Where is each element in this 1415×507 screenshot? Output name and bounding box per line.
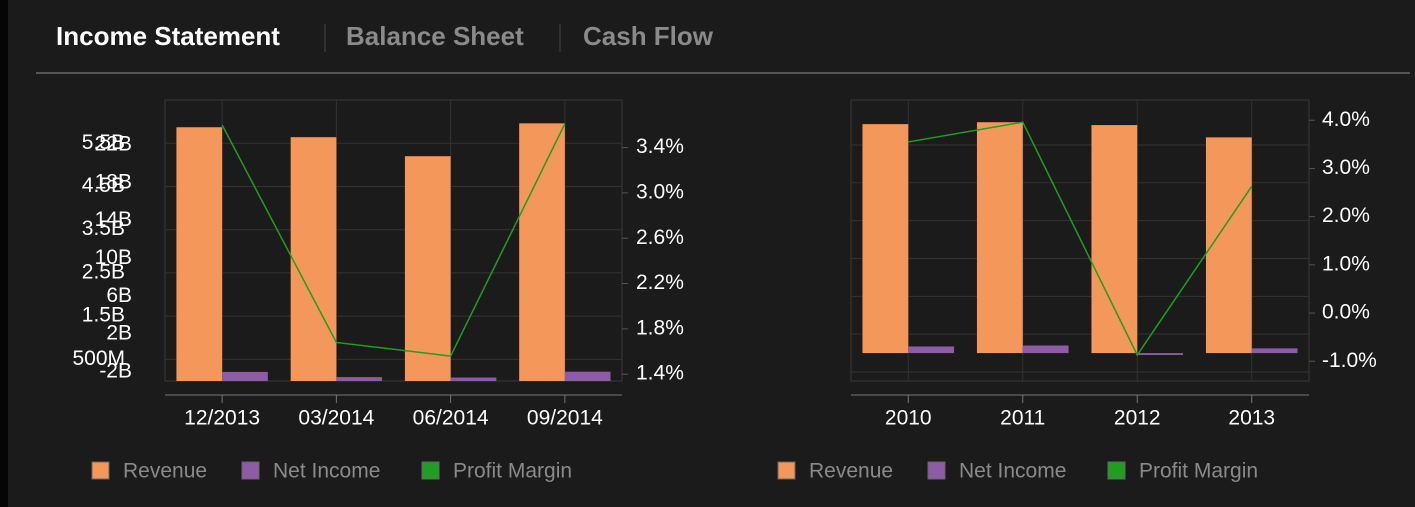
y2-tick-label: -1.0% [1322,349,1377,372]
y-tick-label: 2B [106,322,132,345]
y-tick-label: 18B [95,170,132,193]
y-tick-label: 14B [95,208,132,231]
y2-tick-label: 3.0% [636,180,684,203]
x-tick-label: 2013 [1228,407,1275,430]
y-tick-label: 22B [95,132,132,155]
x-tick-label: 2012 [1114,407,1161,430]
bar [222,371,268,381]
bar [862,124,909,354]
y2-tick-label: 3.0% [1322,156,1370,179]
bar [290,137,337,381]
bar [1205,137,1252,354]
y2-tick-label: 1.4% [636,362,684,385]
line [908,121,1253,357]
bar [564,371,611,381]
bar [1137,353,1184,355]
legend-label: Net Income [273,460,380,483]
tab[interactable]: Balance Sheet [346,21,524,51]
y-tick-label: 6B [106,284,132,307]
bar [450,377,497,381]
x-tick-label: 09/2014 [527,407,603,430]
legend-label: Revenue [123,460,207,483]
bar [1022,345,1069,354]
y2-tick-label: 1.0% [1322,252,1370,275]
x-tick-label: 03/2014 [298,407,374,430]
y2-tick-label: 2.2% [636,271,684,294]
y-tick-label: 500M [72,347,125,370]
legend-swatch [777,461,796,480]
y2-tick-label: 1.8% [636,316,684,339]
plot-frame [850,99,1310,382]
y2-tick-label: 2.0% [1322,204,1370,227]
legend-label: Revenue [809,460,893,483]
tab[interactable]: Cash Flow [583,21,714,51]
x-tick-label: 2011 [1000,407,1045,430]
y-tick-label: 1.5B [82,304,125,327]
bar [1091,125,1138,354]
y-tick-label: 2.5B [82,260,125,283]
y2-tick-label: 0.0% [1322,301,1370,324]
y2-tick-label: 3.4% [636,135,684,158]
bar [908,346,955,354]
tab[interactable]: Income Statement [56,21,280,51]
legend-label: Net Income [959,460,1066,483]
bar [176,127,223,381]
y-tick-label: 10B [95,246,132,269]
x-tick-label: 12/2013 [184,407,260,430]
bar [976,122,1023,354]
y-tick-label: -2B [99,360,132,383]
bar [519,123,565,382]
legend-swatch [91,461,110,480]
edge [0,0,8,507]
legend-label: Profit Margin [453,460,572,483]
y-tick-label: 4.5B [82,174,125,197]
bar [336,377,383,381]
x-tick-label: 2010 [885,407,932,430]
x-tick-label: 06/2014 [413,407,489,430]
legend-swatch [241,461,260,480]
legend-swatch [421,461,440,480]
y-tick-label: 3.5B [82,217,125,240]
legend-swatch [1107,461,1126,480]
legend-swatch [927,461,946,480]
y2-tick-label: 4.0% [1322,108,1370,131]
bar [1251,348,1298,354]
bar [404,156,451,381]
line [221,123,566,357]
legend-label: Profit Margin [1139,460,1258,483]
y-tick-label: 5.5B [82,131,125,154]
y2-tick-label: 2.6% [636,226,684,249]
plot-frame [164,99,623,382]
